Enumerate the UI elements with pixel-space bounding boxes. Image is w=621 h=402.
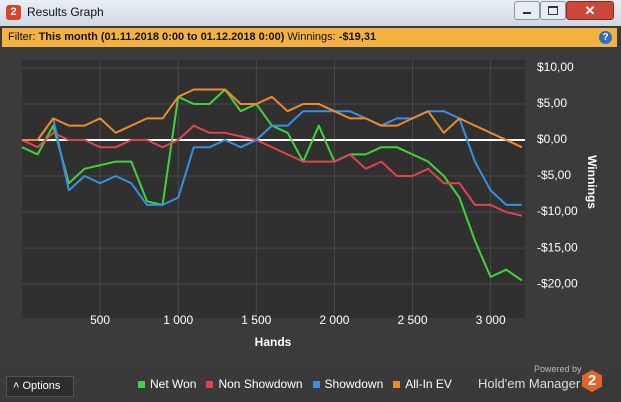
legend-item[interactable]: Net Won [138, 377, 196, 391]
y-tick-label: -$20,00 [537, 276, 578, 290]
x-tick-label: 2 000 [319, 313, 349, 327]
legend-label: Non Showdown [218, 377, 303, 391]
legend-swatch [206, 381, 214, 388]
options-button[interactable]: ˄ Options [6, 376, 74, 397]
x-tick-label: 2 500 [398, 313, 428, 327]
series-line [22, 88, 523, 149]
legend-label: Net Won [150, 377, 197, 391]
filter-bar: Filter: This month (01.11.2018 0:00 to 0… [2, 28, 617, 47]
legend-swatch [312, 381, 320, 388]
winnings-label: Winnings: [287, 31, 336, 43]
y-tick-label: -$15,00 [537, 240, 578, 254]
legend-swatch [138, 381, 145, 388]
window-title: Results Graph [27, 5, 104, 19]
brand-icon: 2 [582, 370, 602, 392]
winnings-value: -$19,31 [338, 31, 377, 43]
y-tick-label: -$5,00 [537, 168, 571, 182]
legend-item[interactable]: Showdown [312, 377, 384, 391]
minimize-button[interactable] [514, 1, 540, 20]
filter-period: This month (01.11.2018 0:00 to 01.12.201… [38, 31, 285, 43]
maximize-button[interactable] [540, 1, 566, 20]
legend-item[interactable]: Non Showdown [206, 377, 303, 391]
x-axis-label: Hands [255, 335, 292, 349]
legend-swatch [393, 381, 401, 388]
options-label: Options [22, 380, 61, 392]
legend-item[interactable]: All-In EV [393, 377, 452, 391]
app-icon: 2 [6, 5, 21, 20]
series-line [22, 110, 522, 206]
brand-name: Hold'em Manager [478, 376, 581, 391]
title-bar: 2 Results Graph ✕ [0, 0, 621, 26]
filter-label: Filter: [8, 31, 36, 43]
x-tick-label: 1 000 [163, 313, 193, 327]
plot-area [22, 60, 525, 318]
series-line [21, 88, 523, 282]
powered-by: Powered by [534, 364, 582, 374]
y-tick-label: -$10,00 [537, 204, 578, 218]
x-tick-label: 1 500 [241, 313, 271, 327]
legend-label: All-In EV [405, 377, 452, 391]
legend: Net Won Non Showdown Showdown All-In EV [138, 377, 462, 391]
close-button[interactable]: ✕ [566, 1, 614, 20]
y-tick-label: $10,00 [537, 60, 574, 74]
series-line [21, 124, 523, 217]
legend-label: Showdown [324, 377, 384, 391]
x-tick-label: 500 [90, 313, 110, 327]
help-button[interactable]: ? [599, 31, 612, 44]
x-tick-label: 3 000 [476, 313, 506, 327]
chart-background [0, 48, 621, 370]
y-tick-label: $5,00 [537, 96, 567, 110]
y-tick-label: $0,00 [537, 132, 567, 146]
y-axis-label: Winnings [585, 155, 599, 209]
